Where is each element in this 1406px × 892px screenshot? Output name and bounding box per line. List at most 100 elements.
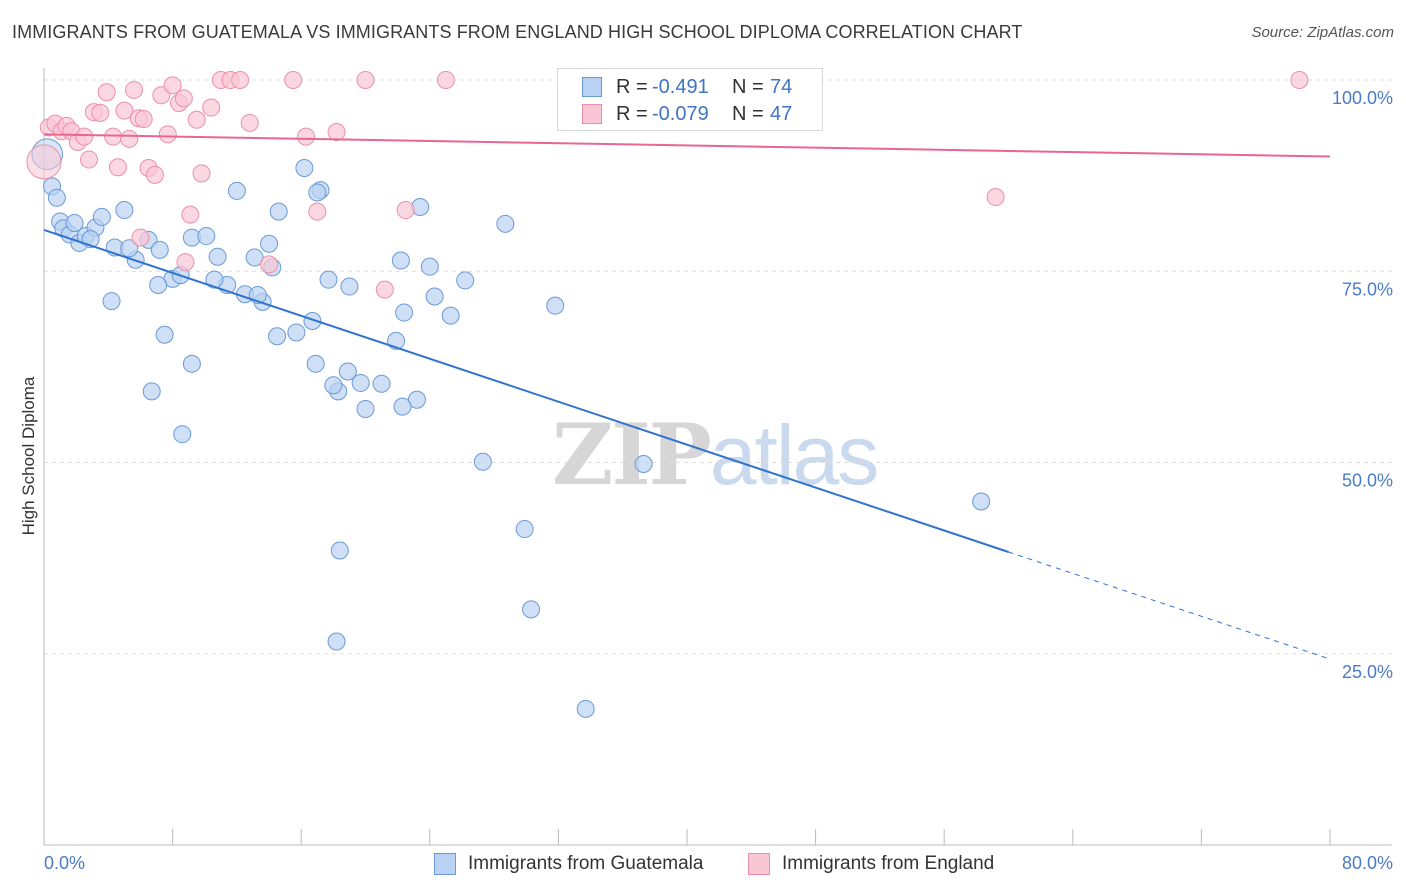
guatemala-point	[150, 240, 169, 259]
england-point	[396, 201, 415, 220]
tick-labels: 100.0% 75.0% 50.0% 25.0% 0.0% 80.0%	[44, 88, 1393, 873]
legend-r-label: R =	[616, 102, 648, 125]
england-point	[120, 129, 139, 148]
guatemala-point	[269, 202, 288, 221]
legend-r-value: -0.491	[652, 75, 709, 98]
bottom-legend-england: Immigrants from England	[748, 852, 994, 876]
guatemala-point	[546, 296, 565, 315]
england-point	[91, 103, 110, 122]
legend-r-label: R =	[616, 75, 648, 98]
england-point	[163, 76, 182, 95]
guatemala-point	[456, 271, 475, 290]
guatemala-point	[227, 181, 246, 200]
england-point	[986, 188, 1005, 207]
guatemala-point	[395, 303, 414, 322]
england-point	[75, 127, 94, 146]
guatemala-point	[208, 247, 227, 266]
england-point	[152, 86, 171, 105]
england-point	[192, 164, 211, 183]
x-tick-label: 80.0%	[1342, 853, 1393, 873]
guatemala-point	[197, 227, 216, 246]
watermark: ZIPatlas	[552, 405, 879, 504]
legend-n-value: 74	[770, 75, 793, 98]
england-point	[134, 110, 153, 129]
guatemala-point	[295, 158, 314, 177]
trend-lines	[43, 133, 1331, 660]
england-point	[436, 71, 455, 89]
guatemala-point	[47, 188, 66, 207]
england-point	[97, 83, 116, 102]
england-point	[176, 253, 195, 272]
y-axis-title: High School Diploma	[19, 376, 38, 535]
england-point	[125, 80, 144, 99]
guatemala-point	[327, 632, 346, 651]
guatemala-point	[420, 257, 439, 276]
england-trend-line	[43, 133, 1331, 158]
guatemala-points	[31, 138, 991, 718]
guatemala-point	[303, 311, 322, 330]
england-point	[284, 71, 303, 89]
england-point	[174, 89, 193, 108]
guatemala-point	[324, 376, 343, 395]
guatemala-point	[634, 455, 653, 474]
guatemala-point	[92, 207, 111, 226]
legend-n-value: 47	[770, 102, 793, 125]
england-point	[115, 101, 134, 120]
guatemala-point	[245, 248, 264, 267]
guatemala-point	[515, 520, 534, 539]
chart-title: IMMIGRANTS FROM GUATEMALA VS IMMIGRANTS …	[12, 22, 1023, 42]
england-point	[231, 71, 250, 89]
guatemala-point	[393, 397, 412, 416]
legend-swatch-england	[582, 104, 602, 124]
guatemala-point	[473, 452, 492, 471]
england-point	[26, 144, 62, 180]
legend-r-value: -0.079	[652, 102, 709, 125]
x-tick-label: 0.0%	[44, 853, 85, 873]
guatemala-point	[268, 327, 287, 346]
legend-n-label: N =	[732, 75, 764, 98]
england-point	[260, 255, 279, 274]
guatemala-point	[115, 201, 134, 220]
guatemala-point	[425, 287, 444, 306]
england-point	[356, 71, 375, 89]
england-point	[375, 280, 394, 299]
england-point	[158, 125, 177, 144]
y-tick-label: 50.0%	[1342, 471, 1393, 491]
y-tick-label: 25.0%	[1342, 662, 1393, 682]
watermark-atlas: atlas	[709, 408, 879, 502]
england-point	[80, 150, 99, 169]
bottom-legend-swatch-guatemala	[434, 853, 456, 875]
england-point	[108, 158, 127, 177]
legend-swatch-guatemala	[582, 77, 602, 97]
guatemala-point	[441, 306, 460, 325]
legend-row-guatemala: R = -0.491 N = 74	[582, 75, 792, 99]
axes	[43, 68, 1392, 846]
guatemala-point	[330, 541, 349, 560]
watermark-zip: ZIP	[552, 405, 712, 504]
england-point	[308, 202, 327, 221]
legend-row-england: R = -0.079 N = 47	[582, 102, 792, 126]
bottom-legend-label-guatemala: Immigrants from Guatemala	[468, 853, 704, 874]
england-point	[240, 113, 259, 132]
guatemala-point	[149, 276, 168, 295]
guatemala-point	[102, 292, 121, 311]
england-point	[1290, 71, 1309, 89]
guatemala-point	[391, 251, 410, 270]
guatemala-point	[319, 270, 338, 289]
guatemala-point	[522, 600, 541, 619]
england-point	[202, 98, 221, 117]
guatemala-point	[142, 382, 161, 401]
correlation-legend: R = -0.491 N = 74 R = -0.079 N = 47	[557, 68, 823, 131]
guatemala-point	[372, 374, 391, 393]
guatemala-point	[351, 373, 370, 392]
guatemala-point	[338, 362, 357, 381]
guatemala-point	[496, 214, 515, 233]
guatemala-point	[173, 425, 192, 444]
guatemala-trend-extension	[1008, 551, 1331, 660]
source-label: Source: ZipAtlas.com	[1251, 24, 1394, 41]
bottom-legend-swatch-england	[748, 853, 770, 875]
guatemala-point	[576, 699, 595, 718]
england-point	[181, 205, 200, 224]
guatemala-point	[205, 270, 224, 289]
